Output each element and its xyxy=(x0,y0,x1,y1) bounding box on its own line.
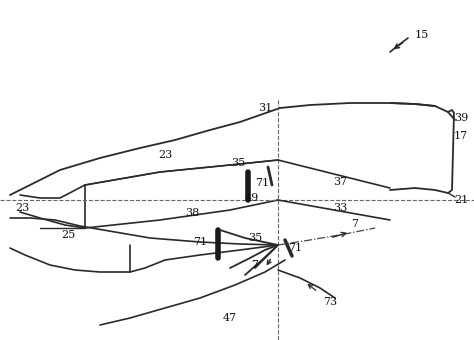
Text: 23: 23 xyxy=(158,150,172,160)
Text: 35: 35 xyxy=(231,158,245,168)
Text: 73: 73 xyxy=(323,297,337,307)
Text: 47: 47 xyxy=(223,313,237,323)
Text: 37: 37 xyxy=(333,177,347,187)
Text: 7: 7 xyxy=(252,260,258,270)
Text: 7: 7 xyxy=(352,219,358,229)
Text: 71: 71 xyxy=(255,178,269,188)
Text: 35: 35 xyxy=(248,233,262,243)
Text: 17: 17 xyxy=(454,131,468,141)
Text: 23: 23 xyxy=(15,203,29,213)
Text: 33: 33 xyxy=(333,203,347,213)
Text: 39: 39 xyxy=(454,113,468,123)
Text: 25: 25 xyxy=(61,230,75,240)
Text: 49: 49 xyxy=(245,193,259,203)
Text: 71: 71 xyxy=(288,243,302,253)
Text: 31: 31 xyxy=(258,103,272,113)
Text: 71: 71 xyxy=(193,237,207,247)
Text: 21: 21 xyxy=(454,195,468,205)
Text: 38: 38 xyxy=(185,208,199,218)
Text: 15: 15 xyxy=(415,30,429,40)
